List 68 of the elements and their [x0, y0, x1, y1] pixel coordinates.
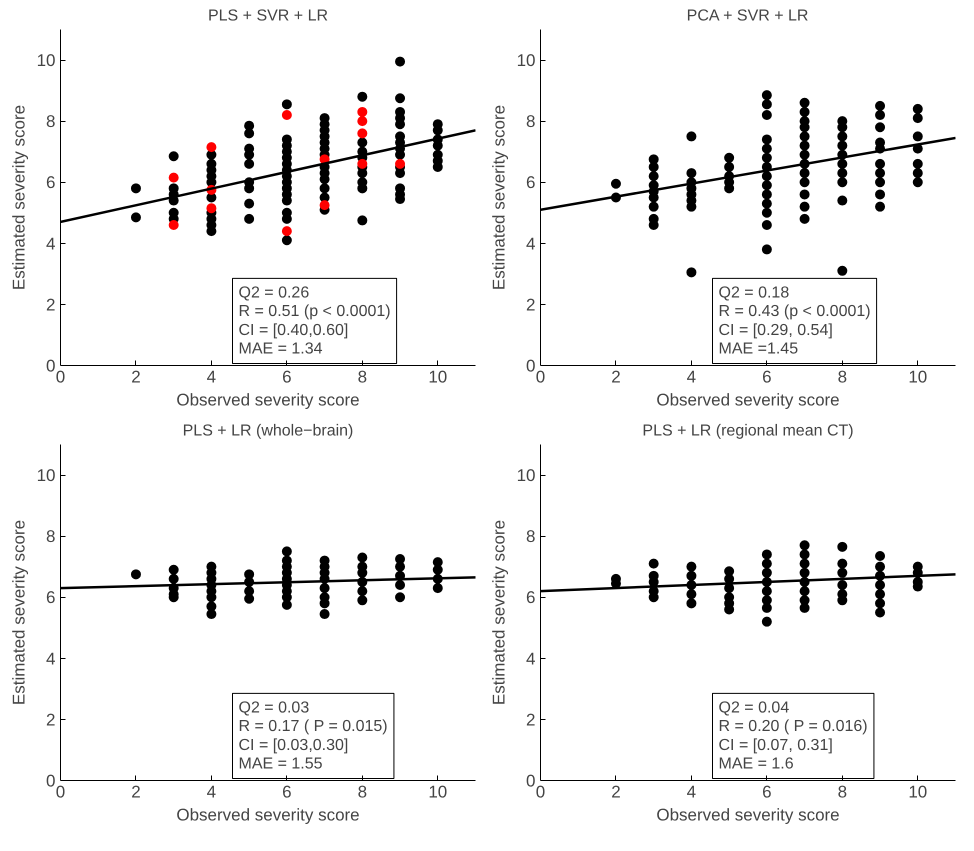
x-tick-label: 10	[428, 782, 448, 802]
x-tick-label: 8	[838, 782, 848, 802]
y-tick-label: 6	[526, 173, 536, 192]
annotation: MAE = 1.34	[238, 340, 323, 358]
x-tick-label: 6	[282, 782, 292, 802]
x-tick-label: 4	[206, 368, 216, 386]
annotation: CI = [0.40,0.60]	[238, 322, 348, 339]
x-tick-label: 8	[838, 368, 848, 386]
x-tick-label: 2	[131, 782, 141, 802]
y-axis-title: Estimated severity score	[10, 104, 29, 290]
y-tick-label: 4	[46, 649, 56, 668]
x-tick-label: 2	[611, 782, 621, 802]
x-tick-label: 10	[908, 368, 928, 386]
y-tick-label: 4	[46, 234, 56, 254]
x-tick-label: 2	[611, 368, 621, 386]
x-tick-label: 8	[358, 782, 368, 802]
annotation: R = 0.43 (p < 0.0001)	[718, 303, 871, 320]
y-tick-label: 6	[46, 588, 56, 608]
annotation: MAE =1.45	[718, 340, 798, 358]
chart-title: PCA + SVR + LR	[686, 8, 808, 24]
annotation: R = 0.20 ( P = 0.016)	[718, 718, 868, 736]
annotation: MAE = 1.6	[718, 756, 794, 772]
y-axis-title: Estimated severity score	[490, 520, 509, 706]
annotation: Q2 = 0.04	[718, 699, 790, 716]
x-tick-label: 4	[686, 782, 696, 802]
x-tick-label: 6	[762, 368, 772, 386]
chart-title: PLS + LR (regional mean CT)	[642, 422, 854, 440]
x-tick-label: 4	[686, 368, 696, 386]
y-tick-label: 2	[46, 295, 56, 314]
y-tick-label: 10	[36, 466, 56, 486]
y-tick-label: 10	[36, 51, 56, 70]
x-axis-title: Observed severity score	[176, 390, 360, 410]
x-axis-title: Observed severity score	[176, 806, 360, 824]
annotation: Q2 = 0.18	[718, 284, 790, 302]
y-tick-label: 6	[526, 588, 536, 608]
annotation: CI = [0.29, 0.54]	[718, 322, 833, 339]
y-tick-label: 8	[526, 112, 536, 132]
y-tick-label: 2	[46, 710, 56, 730]
x-tick-label: 8	[358, 368, 368, 386]
chart-title: PLS + LR (whole−brain)	[182, 422, 354, 440]
x-tick-label: 10	[428, 368, 448, 386]
y-tick-label: 4	[526, 649, 536, 668]
x-tick-label: 6	[282, 368, 292, 386]
y-tick-label: 8	[46, 527, 56, 546]
y-tick-label: 8	[526, 527, 536, 546]
x-tick-label: 6	[762, 782, 772, 802]
x-axis-title: Observed severity score	[656, 390, 840, 410]
y-tick-label: 2	[526, 710, 536, 730]
annotation: MAE = 1.55	[238, 756, 323, 772]
chart-title: PLS + SVR + LR	[208, 8, 328, 24]
y-tick-label: 6	[46, 173, 56, 192]
y-tick-label: 10	[516, 51, 536, 70]
x-tick-label: 10	[908, 782, 928, 802]
x-tick-label: 2	[131, 368, 141, 386]
x-tick-label: 4	[206, 782, 216, 802]
annotation: CI = [0.07, 0.31]	[718, 736, 833, 754]
x-axis-title: Observed severity score	[656, 806, 840, 824]
annotation: Q2 = 0.26	[238, 284, 310, 302]
y-axis-title: Estimated severity score	[10, 520, 29, 706]
y-tick-label: 10	[516, 466, 536, 486]
y-tick-label: 2	[526, 295, 536, 314]
annotation: Q2 = 0.03	[238, 699, 310, 716]
y-tick-label: 4	[526, 234, 536, 254]
annotation: R = 0.17 ( P = 0.015)	[238, 718, 388, 736]
y-tick-label: 8	[46, 112, 56, 132]
y-axis-title: Estimated severity score	[490, 104, 509, 290]
annotation: CI = [0.03,0.30]	[238, 736, 348, 754]
annotation: R = 0.51 (p < 0.0001)	[238, 303, 391, 320]
